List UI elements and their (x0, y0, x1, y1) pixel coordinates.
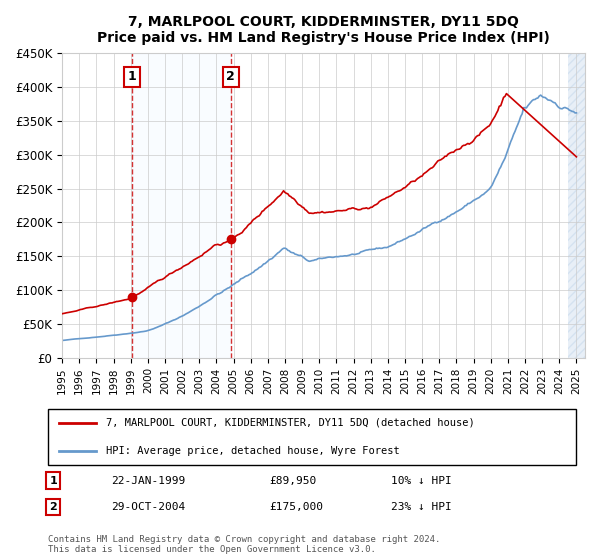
Text: HPI: Average price, detached house, Wyre Forest: HPI: Average price, detached house, Wyre… (106, 446, 400, 456)
Text: Contains HM Land Registry data © Crown copyright and database right 2024.
This d: Contains HM Land Registry data © Crown c… (48, 535, 440, 554)
Text: 23% ↓ HPI: 23% ↓ HPI (391, 502, 452, 512)
Title: 7, MARLPOOL COURT, KIDDERMINSTER, DY11 5DQ
Price paid vs. HM Land Registry's Hou: 7, MARLPOOL COURT, KIDDERMINSTER, DY11 5… (97, 15, 550, 45)
Text: 22-JAN-1999: 22-JAN-1999 (112, 476, 185, 486)
Text: £175,000: £175,000 (270, 502, 324, 512)
Text: 1: 1 (127, 71, 136, 83)
Text: £89,950: £89,950 (270, 476, 317, 486)
Text: 1: 1 (49, 476, 57, 486)
FancyBboxPatch shape (48, 409, 576, 465)
Text: 2: 2 (226, 71, 235, 83)
Text: 29-OCT-2004: 29-OCT-2004 (112, 502, 185, 512)
Bar (568, 53, 585, 358)
Bar (132, 53, 230, 358)
Text: 10% ↓ HPI: 10% ↓ HPI (391, 476, 452, 486)
Text: 7, MARLPOOL COURT, KIDDERMINSTER, DY11 5DQ (detached house): 7, MARLPOOL COURT, KIDDERMINSTER, DY11 5… (106, 418, 475, 428)
Text: 2: 2 (49, 502, 57, 512)
